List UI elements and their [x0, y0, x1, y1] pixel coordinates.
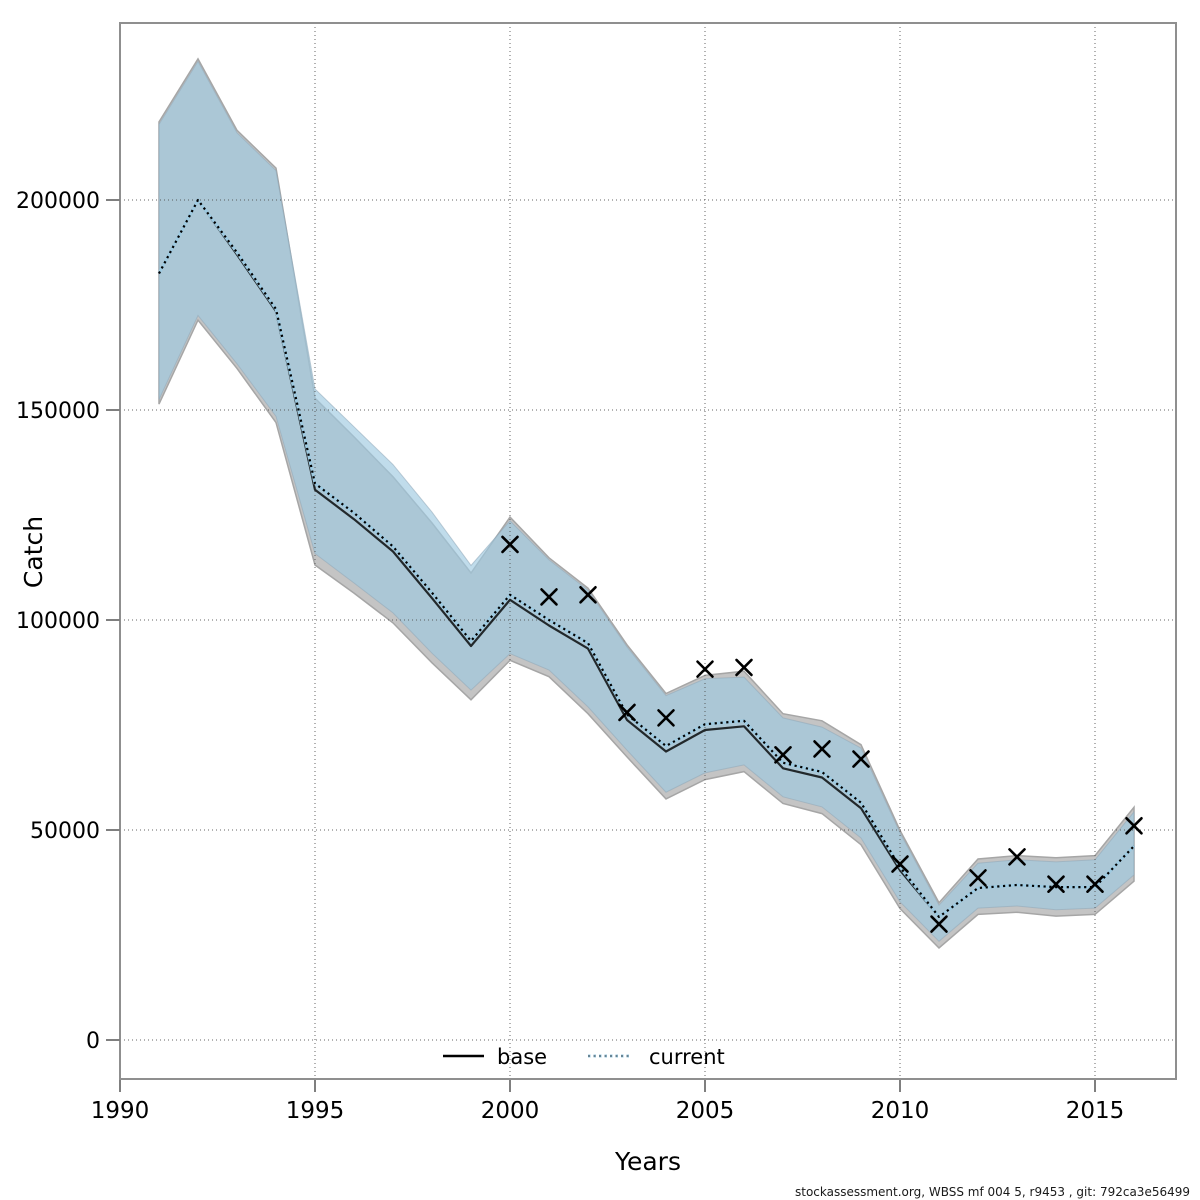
observed-catch-x-marker: [501, 535, 519, 554]
x-tick-label: 2010: [871, 1098, 930, 1124]
y-tick-label: 150000: [16, 399, 100, 424]
current-fit-line-underlay: [157, 198, 1136, 919]
x-axis-title: Years: [614, 1147, 681, 1176]
x-tick-label: 1990: [91, 1098, 150, 1124]
x-tick-label: 2015: [1066, 1098, 1125, 1124]
observed-catch-x-marker: [540, 588, 558, 606]
observed-catch-x-marker: [1125, 817, 1143, 835]
plot-frame: [119, 22, 1177, 1080]
observed-catch-x-marker: [813, 740, 831, 758]
y-axis-title: Catch: [19, 516, 48, 588]
legend-current-label: current: [649, 1045, 725, 1069]
current-confidence-band: [158, 60, 1135, 942]
legend-base-label: base: [497, 1045, 547, 1069]
observed-catch-x-marker: [852, 750, 870, 768]
observed-catch-x-marker: [774, 746, 792, 764]
observed-catch-x-marker: [618, 703, 636, 722]
axis-ticks: 0 50000 100000 150000 200000 1990 1995 2000 2005…: [16, 189, 1124, 1124]
y-tick-label: 200000: [16, 189, 100, 214]
observed-catch-x-marker: [696, 660, 714, 678]
legend: base current: [443, 1045, 725, 1069]
x-tick-label: 2005: [676, 1098, 735, 1124]
y-tick-label: 100000: [16, 609, 100, 634]
confidence-bands: [158, 57, 1135, 950]
x-tick-label: 2000: [481, 1098, 540, 1124]
observed-catch-x-marker: [969, 869, 987, 887]
observed-catch-x-marker: [579, 586, 597, 604]
observed-catch-x-marker: [1008, 848, 1026, 866]
y-tick-label: 50000: [30, 819, 100, 844]
observed-catch-x-marker: [930, 915, 948, 933]
attribution-footer: stockassessment.org, WBSS mf 004 5, r945…: [795, 1185, 1190, 1199]
observed-catch-x-marker: [891, 855, 909, 873]
observed-catch-x-marker: [735, 658, 753, 677]
y-tick-label: 0: [86, 1029, 100, 1054]
x-tick-label: 1995: [286, 1098, 345, 1124]
current-fit-line-dotted: [158, 198, 1135, 919]
observed-catch-x-marker: [1086, 875, 1104, 893]
observed-catch-x-marker: [657, 709, 675, 727]
base-fit-line: [158, 198, 1135, 919]
observed-catch-markers: [501, 535, 1143, 933]
observed-catch-x-marker: [1047, 875, 1065, 893]
fit-lines: [157, 198, 1136, 919]
